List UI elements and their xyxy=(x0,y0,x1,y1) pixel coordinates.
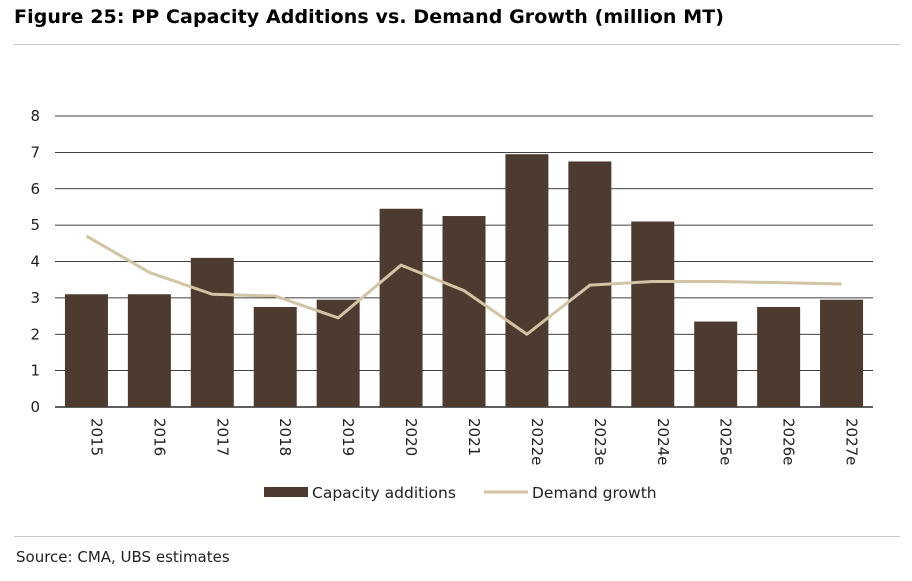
x-tick-label: 2027e xyxy=(843,418,861,465)
x-tick-label: 2020 xyxy=(402,418,420,456)
x-tick-label: 2015 xyxy=(87,418,105,456)
x-axis-ticks: 2015 2016 2017 2018 2019 2020 2021 2022e 2023e 20… xyxy=(87,418,860,465)
x-tick-label: 2024e xyxy=(654,418,672,465)
capacity-bar xyxy=(379,208,423,407)
x-tick-label: 2022e xyxy=(528,418,546,465)
capacity-bar xyxy=(64,294,108,407)
capacity-bar xyxy=(820,299,864,407)
legend-swatch-capacity xyxy=(264,487,308,497)
y-tick-label: 0 xyxy=(30,398,40,416)
capacity-bar xyxy=(316,299,360,407)
x-tick-label: 2021 xyxy=(465,418,483,456)
y-tick-label: 1 xyxy=(30,362,40,380)
source-note: Source: CMA, UBS estimates xyxy=(16,548,230,566)
capacity-bar xyxy=(127,294,171,407)
demand-growth-line xyxy=(85,234,842,336)
legend-label-capacity: Capacity additions xyxy=(312,484,456,502)
x-tick-label: 2018 xyxy=(276,418,294,456)
x-tick-label: 2025e xyxy=(717,418,735,465)
demand-line-layer xyxy=(85,234,842,336)
capacity-bar xyxy=(442,216,486,407)
source-divider xyxy=(14,536,900,537)
capacity-bars xyxy=(64,154,864,407)
x-tick-label: 2017 xyxy=(213,418,231,456)
x-tick-label: 2026e xyxy=(780,418,798,465)
capacity-bar xyxy=(190,257,234,407)
capacity-bar xyxy=(505,154,549,407)
x-tick-label: 2019 xyxy=(339,418,357,456)
legend: Capacity additions Demand growth xyxy=(264,484,657,502)
y-tick-label: 5 xyxy=(30,216,40,234)
y-tick-label: 6 xyxy=(30,180,40,198)
y-tick-label: 8 xyxy=(30,107,40,125)
capacity-bar xyxy=(694,321,738,407)
y-tick-label: 4 xyxy=(30,253,40,271)
title-divider xyxy=(14,44,900,45)
capacity-bar xyxy=(631,221,675,407)
capacity-bar xyxy=(253,306,297,407)
x-tick-label: 2016 xyxy=(150,418,168,456)
legend-label-demand: Demand growth xyxy=(532,484,657,502)
y-tick-label: 2 xyxy=(30,325,40,343)
y-tick-label: 3 xyxy=(30,289,40,307)
x-tick-label: 2023e xyxy=(591,418,609,465)
y-tick-label: 7 xyxy=(30,143,40,161)
y-axis-ticks: 0 1 2 3 4 5 6 7 8 xyxy=(30,107,40,416)
capacity-bar xyxy=(757,306,801,407)
chart-title: Figure 25: PP Capacity Additions vs. Dem… xyxy=(14,6,725,28)
